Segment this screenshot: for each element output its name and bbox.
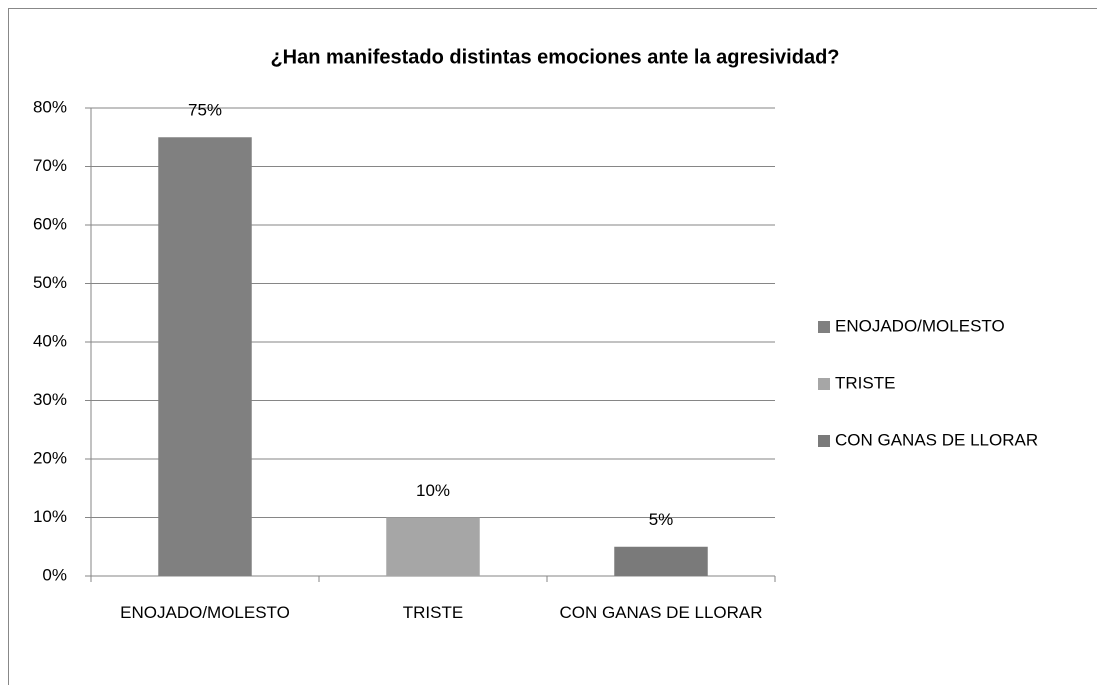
y-tick-label: 0% [42,565,67,584]
y-tick-label: 10% [33,507,67,526]
legend-label: ENOJADO/MOLESTO [835,316,1005,335]
legend-swatch [818,321,830,333]
legend-swatch [818,435,830,447]
y-tick-label: 50% [33,273,67,292]
x-tick-label: ENOJADO/MOLESTO [120,603,290,622]
bar [614,546,708,576]
y-tick-label: 40% [33,331,67,350]
legend-label: CON GANAS DE LLORAR [835,430,1038,449]
x-tick-label: TRISTE [403,603,463,622]
y-tick-label: 60% [33,214,67,233]
bar [386,517,480,576]
legend-swatch [818,378,830,390]
y-tick-label: 20% [33,448,67,467]
y-tick-label: 80% [33,97,67,116]
bar [158,137,252,576]
y-tick-label: 70% [33,156,67,175]
data-label: 5% [649,510,674,529]
x-tick-label: CON GANAS DE LLORAR [559,603,762,622]
data-label: 75% [188,101,222,120]
data-label: 10% [416,481,450,500]
y-tick-label: 30% [33,390,67,409]
chart-title: ¿Han manifestado distintas emociones ant… [270,46,839,68]
legend-label: TRISTE [835,373,895,392]
